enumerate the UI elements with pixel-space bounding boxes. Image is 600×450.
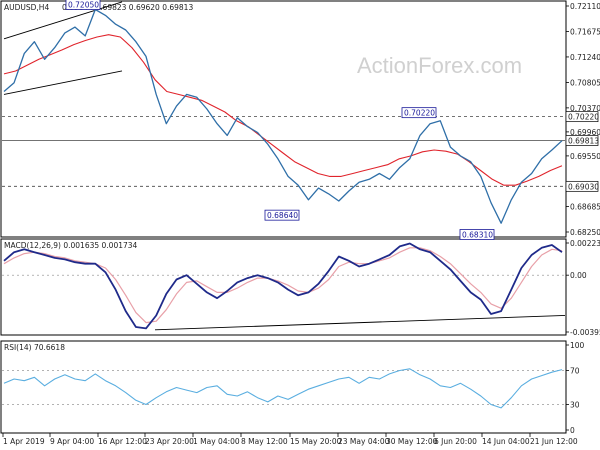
level-axis-tag — [565, 180, 599, 192]
rsi-line — [3, 368, 563, 409]
level-axis-tag — [565, 111, 599, 123]
y-tick-label: 0.70805 — [570, 78, 600, 87]
annotation-box — [401, 107, 437, 119]
y-tick-label: 0.00 — [570, 271, 587, 280]
y-tick-label: 0.69960 — [570, 128, 600, 137]
x-tick-label: 8 May 12:00 — [241, 437, 288, 446]
rsi-series-layer — [2, 368, 565, 409]
symbol-label: AUDUSD,H4 — [4, 3, 49, 12]
y-tick-label: 0.70370 — [570, 104, 600, 113]
x-tick-label: 23 May 04:00 — [338, 437, 390, 446]
annotation-box — [459, 229, 495, 240]
ohlc-label: 0.69644 0.69823 0.69620 0.69813 — [62, 3, 193, 12]
x-tick-label: 9 Apr 04:00 — [50, 437, 94, 446]
channel-upper-line — [3, 1, 123, 40]
x-tick-label: 21 Jun 12:00 — [530, 437, 578, 446]
price-annotations: 0.72050 0.70220 0.68640 0.68310 — [65, 0, 495, 240]
annotation-label: 0.68640 — [267, 211, 298, 220]
x-tick-label: 1 Apr 2019 — [3, 437, 45, 446]
horizontal-levels — [2, 116, 565, 187]
x-tick-label: 23 Apr 20:00 — [145, 437, 194, 446]
x-tick-label: 30 May 12:00 — [386, 437, 438, 446]
price-panel — [0, 0, 567, 238]
macd-series-layer — [2, 242, 566, 331]
annotation-label: 0.68310 — [462, 230, 493, 239]
annotation-label: 0.72050 — [68, 1, 99, 10]
macd-title: MACD(12,26,9) 0.001635 0.001734 — [4, 241, 138, 250]
y-tick-label: 0.71240 — [570, 53, 600, 62]
y-tick-label: 0.68250 — [570, 228, 600, 237]
y-tick-label: 30 — [570, 401, 580, 410]
annotation-box — [264, 209, 300, 221]
annotation-box — [65, 0, 101, 10]
x-tick-label: 16 Apr 12:00 — [98, 437, 147, 446]
x-tick-label: 15 May 20:00 — [290, 437, 342, 446]
annotation-label: 0.70220 — [404, 109, 435, 118]
x-tick-label: 14 Jun 04:00 — [482, 437, 530, 446]
y-tick-label: 0.72110 — [570, 2, 600, 11]
macd-y-axis: 0.002237 0.00 -0.00395 — [566, 239, 600, 337]
y-tick-label: 100 — [570, 341, 585, 350]
y-tick-label: 0.68685 — [570, 203, 600, 212]
level-axis-label: 0.70220 — [568, 113, 599, 122]
rsi-panel — [0, 340, 567, 434]
y-tick-label: 70 — [570, 367, 580, 376]
price-series-layer — [3, 8, 563, 224]
y-tick-label: 0.002237 — [570, 239, 600, 248]
y-tick-label: 0.69550 — [570, 152, 600, 161]
rsi-y-axis: 100 70 30 0 — [566, 341, 585, 435]
x-tick-label: 1 May 04:00 — [193, 437, 240, 446]
macd-trend-line — [154, 315, 566, 331]
level-axis-label: 0.69030 — [568, 182, 599, 191]
macd-main-line — [3, 242, 563, 330]
y-tick-label: 0 — [570, 426, 575, 435]
y-tick-label: -0.00395 — [570, 328, 600, 337]
y-tick-label: 0.71675 — [570, 27, 600, 36]
rsi-title: RSI(14) 70.6618 — [4, 343, 65, 352]
x-tick-label: 6 Jun 20:00 — [434, 437, 477, 446]
price-y-axis: 0.72110 0.71675 0.71240 0.70805 0.70370 0.699… — [565, 2, 600, 237]
level-axis-tag — [565, 135, 599, 146]
level-axis-label: 0.69813 — [568, 136, 599, 145]
trend-channel — [3, 1, 123, 95]
channel-lower-line — [3, 70, 123, 95]
ma-line — [3, 34, 563, 186]
watermark: ActionForex.com — [357, 53, 522, 78]
price-line — [3, 8, 563, 224]
